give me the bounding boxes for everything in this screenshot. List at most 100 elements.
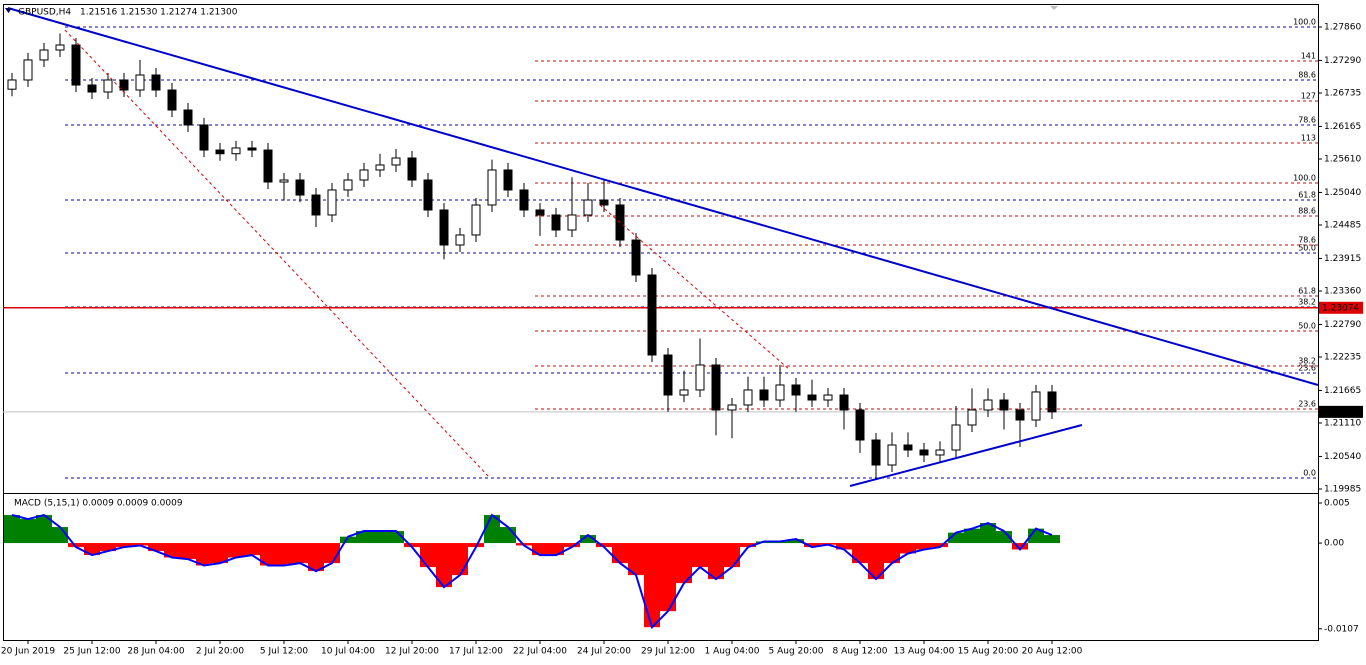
candle-body [359,169,369,181]
chart-subtitle: 1.21516 1.21530 1.21274 1.21300 [80,8,238,18]
macd-bar [276,543,292,566]
fib-label: 38.2 [1298,356,1316,365]
macd-bar [404,543,420,548]
chart-title: GBPUSD,H4 [18,8,71,18]
candle-body [535,209,545,216]
macd-bar [244,543,260,556]
candle-body [983,399,993,411]
macd-bar [1012,543,1028,550]
y-tick-label: 0.00 [1324,539,1344,549]
candle-body [39,49,49,61]
y-tick-label: 1.27860 [1324,23,1361,33]
macd-bar [356,531,372,544]
macd-bar [724,543,740,568]
x-tick-label: 25 Jun 12:00 [63,647,120,657]
x-tick-label: 2 Jul 20:00 [196,647,245,657]
x-tick-label: 1 Aug 04:00 [705,647,760,657]
fib-label: 78.6 [1298,115,1316,124]
macd-bar [868,543,884,580]
candle-body [55,44,65,51]
macd-bar [228,543,244,558]
macd-bar [20,519,36,544]
candle-body [215,149,225,155]
candle-body [519,189,529,211]
candle-body [567,214,577,231]
candle-body [423,179,433,211]
macd-bar [1044,535,1060,544]
macd-bar [964,528,980,544]
macd-bar [612,543,628,564]
candle-body [631,239,641,276]
scroll-icon[interactable] [1050,6,1058,10]
macd-bar [564,543,580,548]
y-tick-label: 1.21665 [1324,386,1361,396]
macd-bar [436,543,452,588]
y-tick-label: 1.27290 [1324,56,1361,66]
x-tick-label: 20 Aug 12:00 [1022,647,1083,657]
fib-anchor [64,29,491,479]
candle-body [471,204,481,236]
candle-body [871,439,881,466]
y-tick-label: 1.22790 [1324,320,1361,330]
y-tick-label: 1.19985 [1324,485,1361,495]
candle-body [583,199,593,216]
macd-bar [308,543,324,572]
candle-body [775,384,785,401]
macd-bar [932,543,948,548]
menu-icon[interactable] [5,8,12,13]
candle-body [759,389,769,401]
macd-bar [884,543,900,564]
candle-body [375,164,385,171]
macd-bar [852,543,868,564]
macd-bar [676,543,692,584]
candle-body [183,109,193,126]
macd-bar [804,543,820,548]
macd-bar [996,531,1012,544]
macd-bar [148,543,164,552]
macd-bar [4,515,20,544]
candle-body [503,169,513,191]
x-tick-label: 28 Jun 04:00 [127,647,184,657]
candle-body [935,449,945,456]
candle-body [151,74,161,91]
alert-price-box [1319,301,1363,314]
candle-body [791,384,801,396]
y-tick-label: 1.22235 [1324,353,1361,363]
y-tick-label: 1.20540 [1324,452,1361,462]
macd-bar [660,543,676,612]
candle-body [743,389,753,406]
fib-label: 78.6 [1298,236,1316,245]
candle-body [263,149,273,183]
macd-bar [532,543,548,556]
fib-label: 100.0 [1293,18,1316,27]
candle-body [903,444,913,451]
macd-bar [372,531,388,544]
candle-body [391,157,401,166]
y-tick-label: 1.24485 [1324,221,1361,231]
candle-body [311,194,321,216]
macd-bar [292,543,308,564]
candle-body [999,399,1009,411]
candle-body [839,394,849,411]
x-tick-label: 20 Jun 2019 [1,647,55,657]
macd-bar [788,539,804,544]
macd-bar [500,527,516,544]
labels: GBPUSD,H4 1.21516 1.21530 1.21274 1.2130… [1,8,1363,657]
candle-body [711,364,721,411]
candle-body [119,79,129,91]
macd-bar [116,543,132,548]
candle-body [647,274,657,356]
macd-bar [36,515,52,544]
candle-body [231,147,241,155]
y-tick-label: 1.21110 [1324,419,1361,429]
fib-label: 23.6 [1298,399,1316,408]
macd-bar [836,543,852,550]
fib-label: 127 [1301,91,1316,100]
macd-bar [164,543,180,558]
macd-bar [196,543,212,566]
candle-body [663,354,673,396]
candle-body [679,389,689,396]
candle-body [967,409,977,426]
macd-bar [708,543,724,580]
candle-body [487,169,497,206]
